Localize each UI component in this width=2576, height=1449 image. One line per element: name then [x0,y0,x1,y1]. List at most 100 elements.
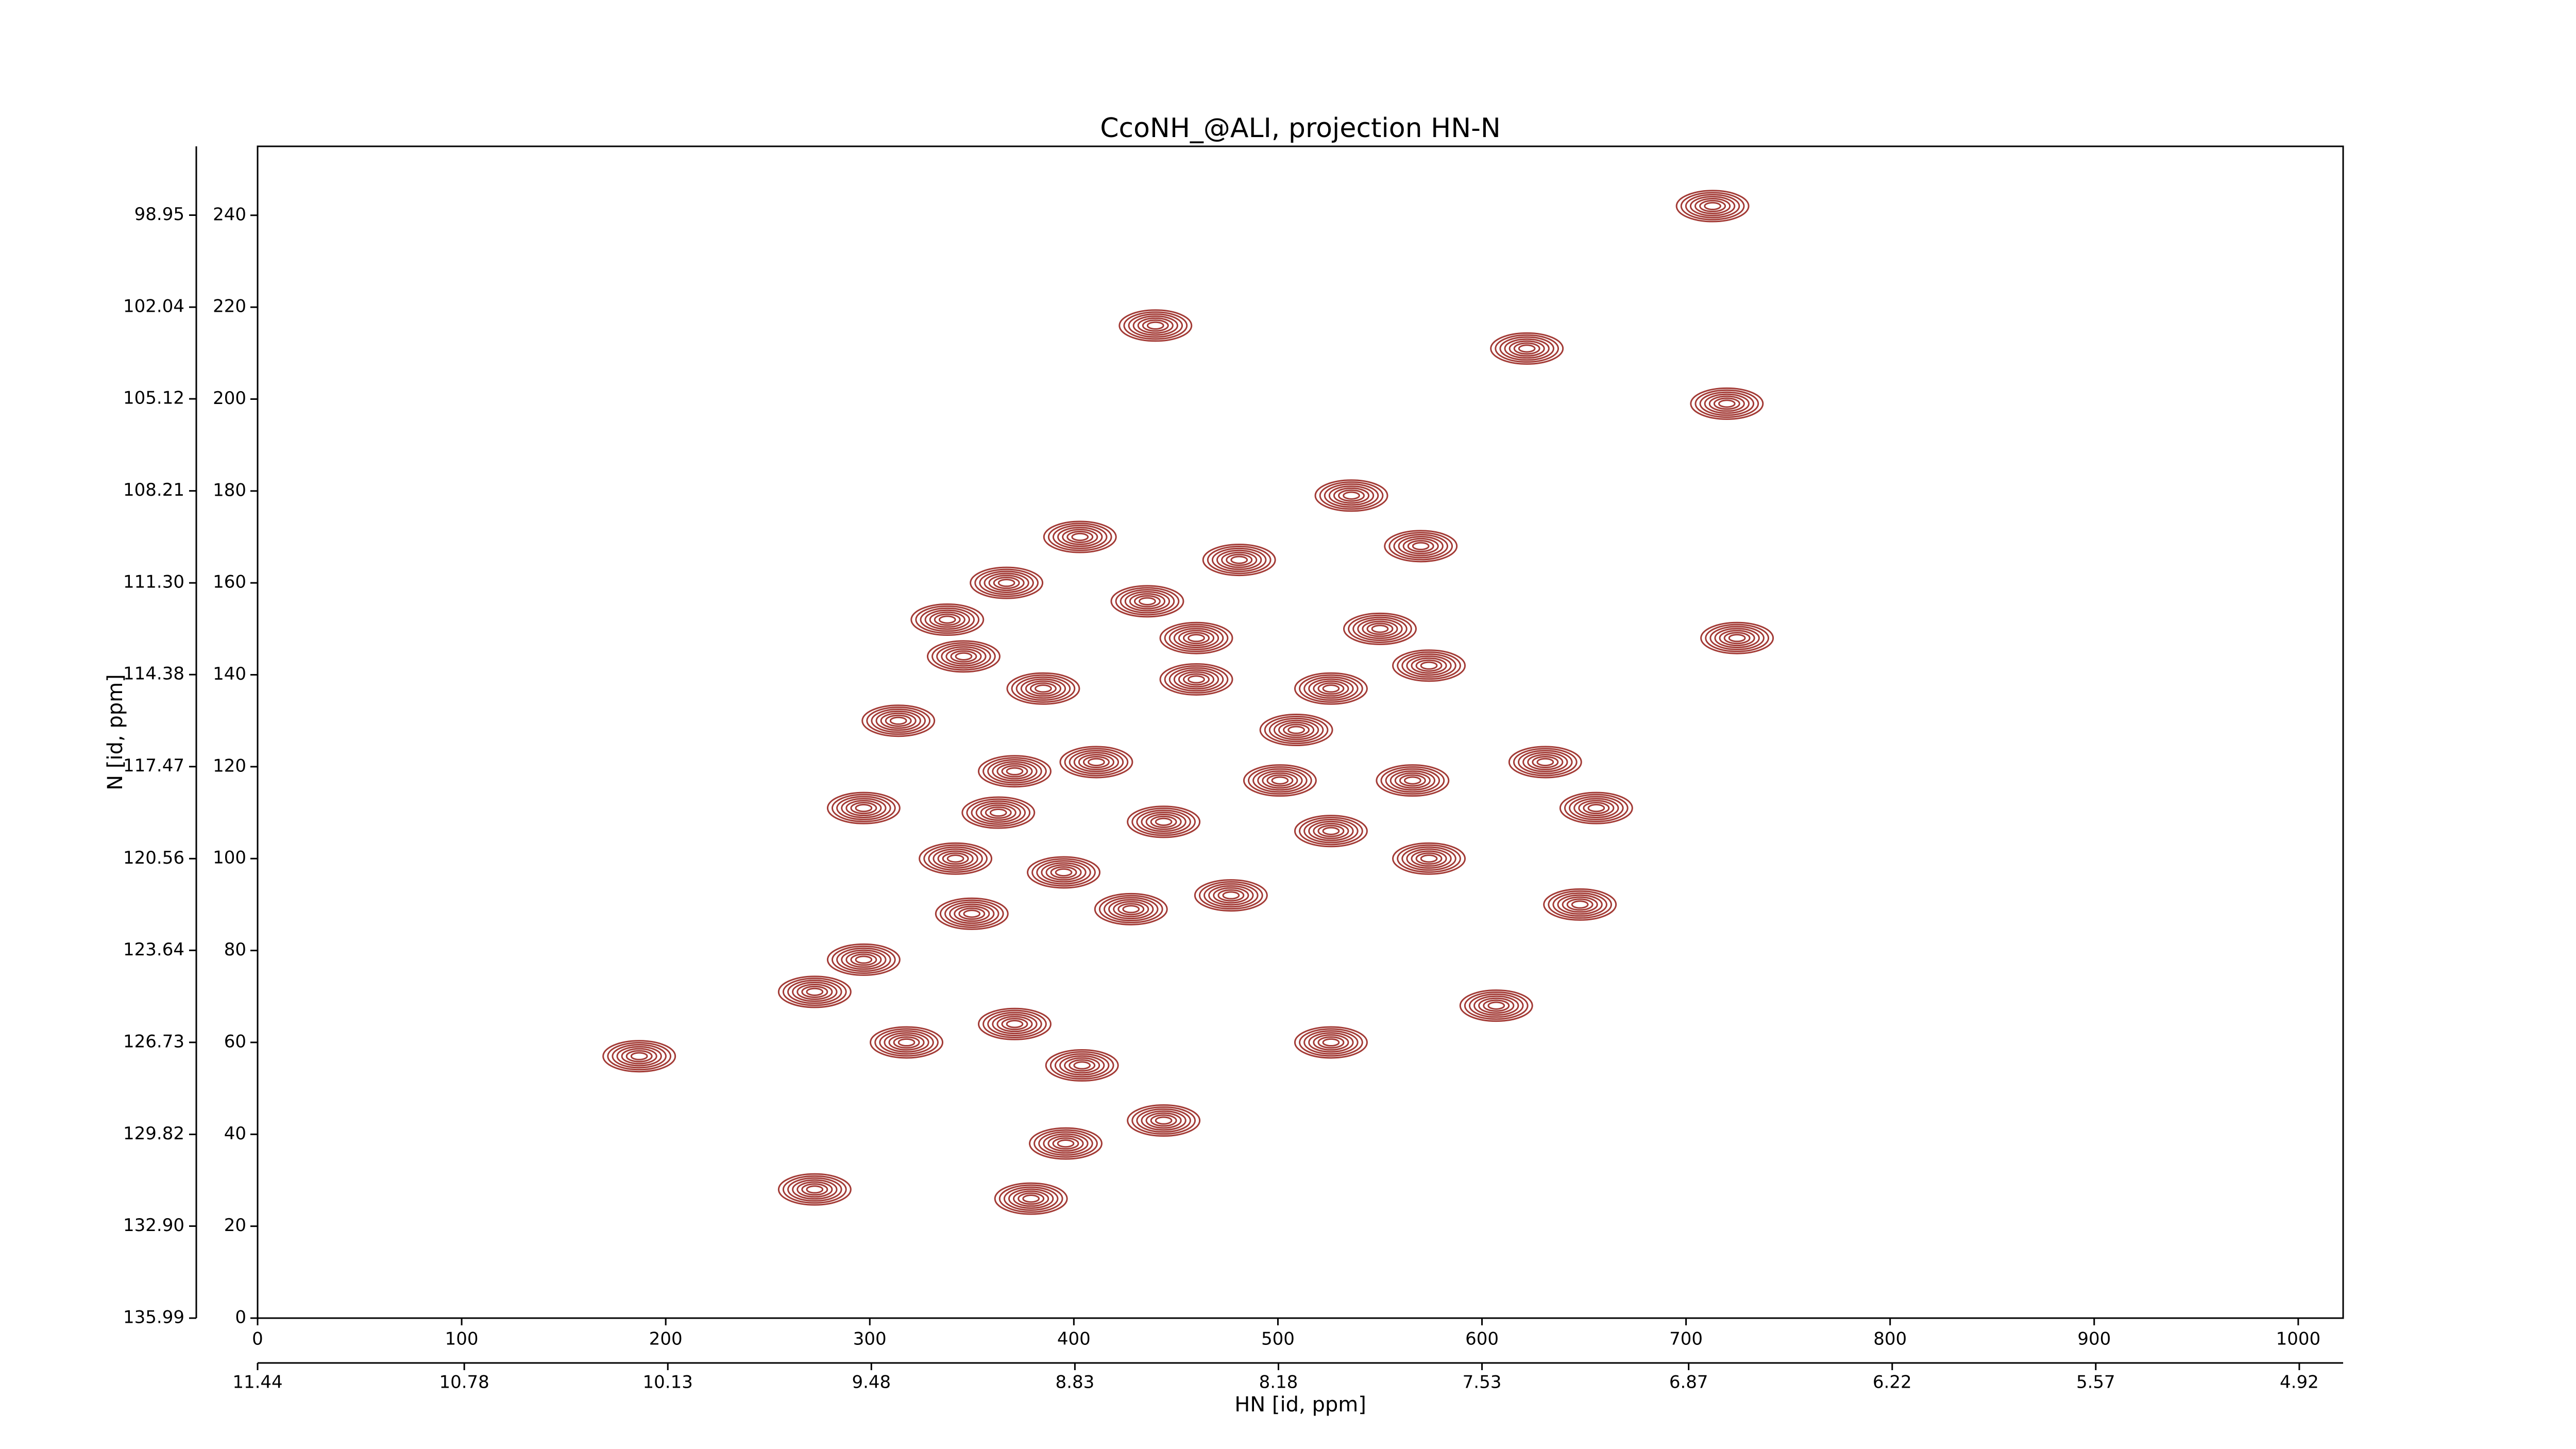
y2-tick-label: 114.38 [123,664,184,684]
peak [1675,190,1750,223]
contour-level [950,650,977,663]
contour-level [992,1014,1038,1035]
contour-level [874,1028,939,1057]
contour-level [1069,1059,1096,1072]
contour-level [1299,674,1363,703]
contour-level [796,1181,833,1198]
contour-level [910,603,985,636]
contour-level [1308,820,1354,841]
contour-level [1700,621,1774,654]
contour-level [946,854,964,863]
x2-tick-label: 11.44 [232,1372,282,1393]
peak [935,897,1009,930]
contour-level [1204,883,1259,908]
contour-level [1035,684,1052,693]
contour-level [987,1012,1042,1036]
peak [1543,888,1617,921]
contour-level [1036,860,1091,885]
peak [1259,714,1333,747]
contour-level [841,949,887,970]
y-tick-label: 220 [213,296,246,317]
contour-level [1527,754,1564,770]
contour-level [996,763,1033,780]
peak [1490,332,1564,365]
contour-level [845,951,882,968]
contour-level [1513,342,1540,355]
contour-level [988,575,1025,592]
contour-level [1226,553,1253,566]
x-tick-label: 100 [445,1329,479,1350]
contour-level [1243,764,1317,797]
contour-level [1122,905,1140,914]
contour-level [1338,489,1365,502]
contour-level [945,648,982,665]
contour-level [1027,856,1101,889]
contour-level [989,808,1007,817]
contour-level [1266,774,1294,787]
contour-level [1343,491,1360,500]
contour-level [1188,675,1205,684]
peak [1690,387,1764,420]
contour-level [1264,715,1329,745]
contour-level [866,706,931,735]
peak [1118,309,1193,342]
contour-level [987,759,1042,784]
peak [1202,544,1276,577]
y2-tick-label: 135.99 [123,1307,184,1328]
contour-level [1294,672,1368,705]
contour-level [1499,336,1554,361]
y-tick-label: 0 [235,1307,246,1328]
contour-level [782,1175,847,1204]
contour-level [979,570,1034,595]
contour-level [928,846,983,871]
contour-level [836,796,891,820]
contour-level [1052,525,1108,549]
contour-level [1108,899,1154,920]
contour-level [1397,651,1461,680]
contour-level [879,1030,934,1055]
contour-level [1098,895,1163,923]
peaks-layer [602,190,1774,1215]
contour-level [1247,766,1312,795]
contour-level [1566,898,1594,911]
contour-level [1057,527,1103,547]
contour-level [1384,530,1458,563]
contour-level [924,609,970,630]
contour-level [1719,630,1755,647]
x-tick-label: 900 [2077,1329,2111,1350]
contour-level [942,852,969,865]
contour-level [1411,657,1447,674]
contour-level [1054,1053,1110,1078]
contour-level [1127,805,1201,838]
y2-tick-label: 132.90 [123,1215,184,1236]
contour-level [1522,752,1568,772]
contour-level [621,1048,657,1065]
contour-level [1110,585,1184,618]
contour-level [1136,810,1191,834]
contour-level [1066,531,1094,543]
peak [1029,1127,1103,1160]
contour-level [993,577,1020,589]
contour-level [1168,667,1224,692]
contour-level [1041,862,1087,883]
contour-level [1704,393,1750,414]
contour-level [1322,1038,1340,1047]
x-tick-label: 700 [1669,1329,1703,1350]
contour-level [777,1173,852,1206]
contour-level [1150,815,1177,828]
contour-level [1559,791,1633,824]
contour-level [1552,892,1607,917]
contour-level [826,791,901,824]
contour-level [1142,319,1169,332]
contour-level [1050,866,1077,879]
contour-level [801,985,828,998]
y2-tick-label: 129.82 [123,1123,184,1144]
contour-level [1401,846,1456,871]
contour-level [1343,612,1417,645]
contour-level [792,1179,838,1200]
y2-tick-label: 102.04 [123,296,184,317]
contour-level [1213,887,1249,904]
x-tick-label: 800 [1873,1329,1907,1350]
contour-level [949,903,995,924]
